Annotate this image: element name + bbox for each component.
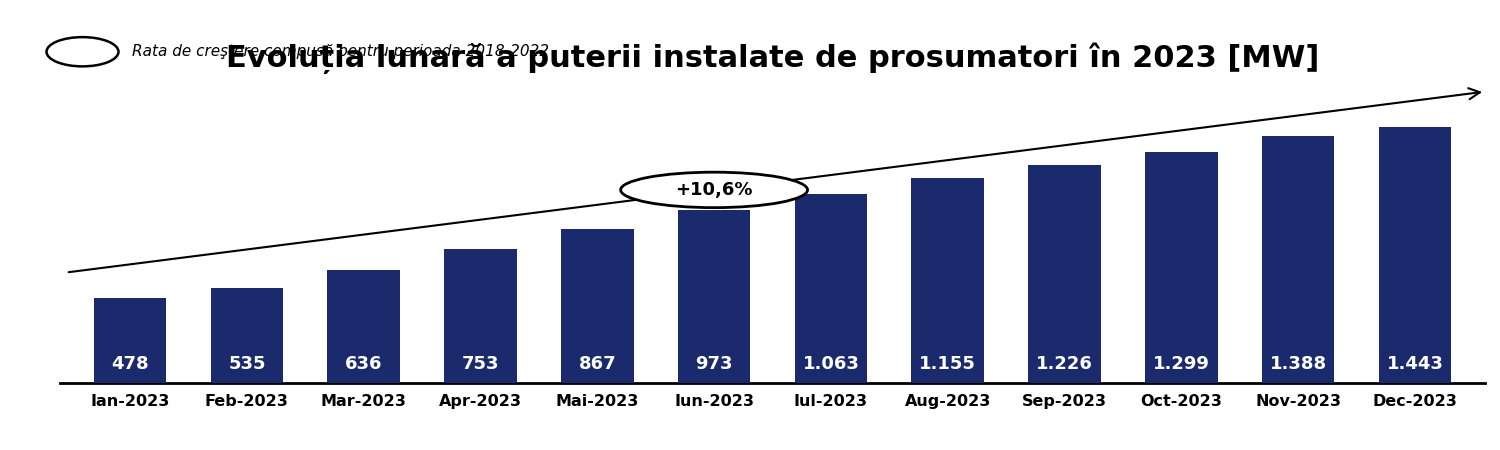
Text: 1.443: 1.443: [1386, 355, 1443, 373]
Bar: [94, 298, 166, 382]
Bar: [444, 249, 516, 382]
Bar: [327, 270, 400, 382]
Title: Evoluția lunară a puterii instalate de prosumatori în 2023 [MW]: Evoluția lunară a puterii instalate de p…: [226, 43, 1318, 74]
Bar: [561, 229, 633, 382]
Text: +10,6%: +10,6%: [675, 181, 753, 199]
Text: 973: 973: [696, 355, 734, 373]
Text: 1.299: 1.299: [1154, 355, 1209, 373]
Bar: [1262, 136, 1335, 382]
Bar: [1144, 152, 1218, 382]
Bar: [795, 194, 867, 382]
Text: 1.155: 1.155: [920, 355, 976, 373]
Text: 1.063: 1.063: [802, 355, 859, 373]
Text: 636: 636: [345, 355, 382, 373]
Text: 1.226: 1.226: [1036, 355, 1094, 373]
Text: Rata de creştere compusă pentru perioada 2018-2022: Rata de creştere compusă pentru perioada…: [132, 44, 549, 59]
Ellipse shape: [621, 172, 807, 207]
Bar: [1378, 126, 1450, 382]
Text: 753: 753: [462, 355, 500, 373]
Text: 1.388: 1.388: [1269, 355, 1326, 373]
Bar: [912, 178, 984, 382]
Bar: [1029, 165, 1101, 382]
Text: 478: 478: [111, 355, 148, 373]
Text: 867: 867: [579, 355, 616, 373]
Bar: [210, 288, 284, 382]
Text: 535: 535: [228, 355, 266, 373]
Bar: [678, 210, 750, 382]
